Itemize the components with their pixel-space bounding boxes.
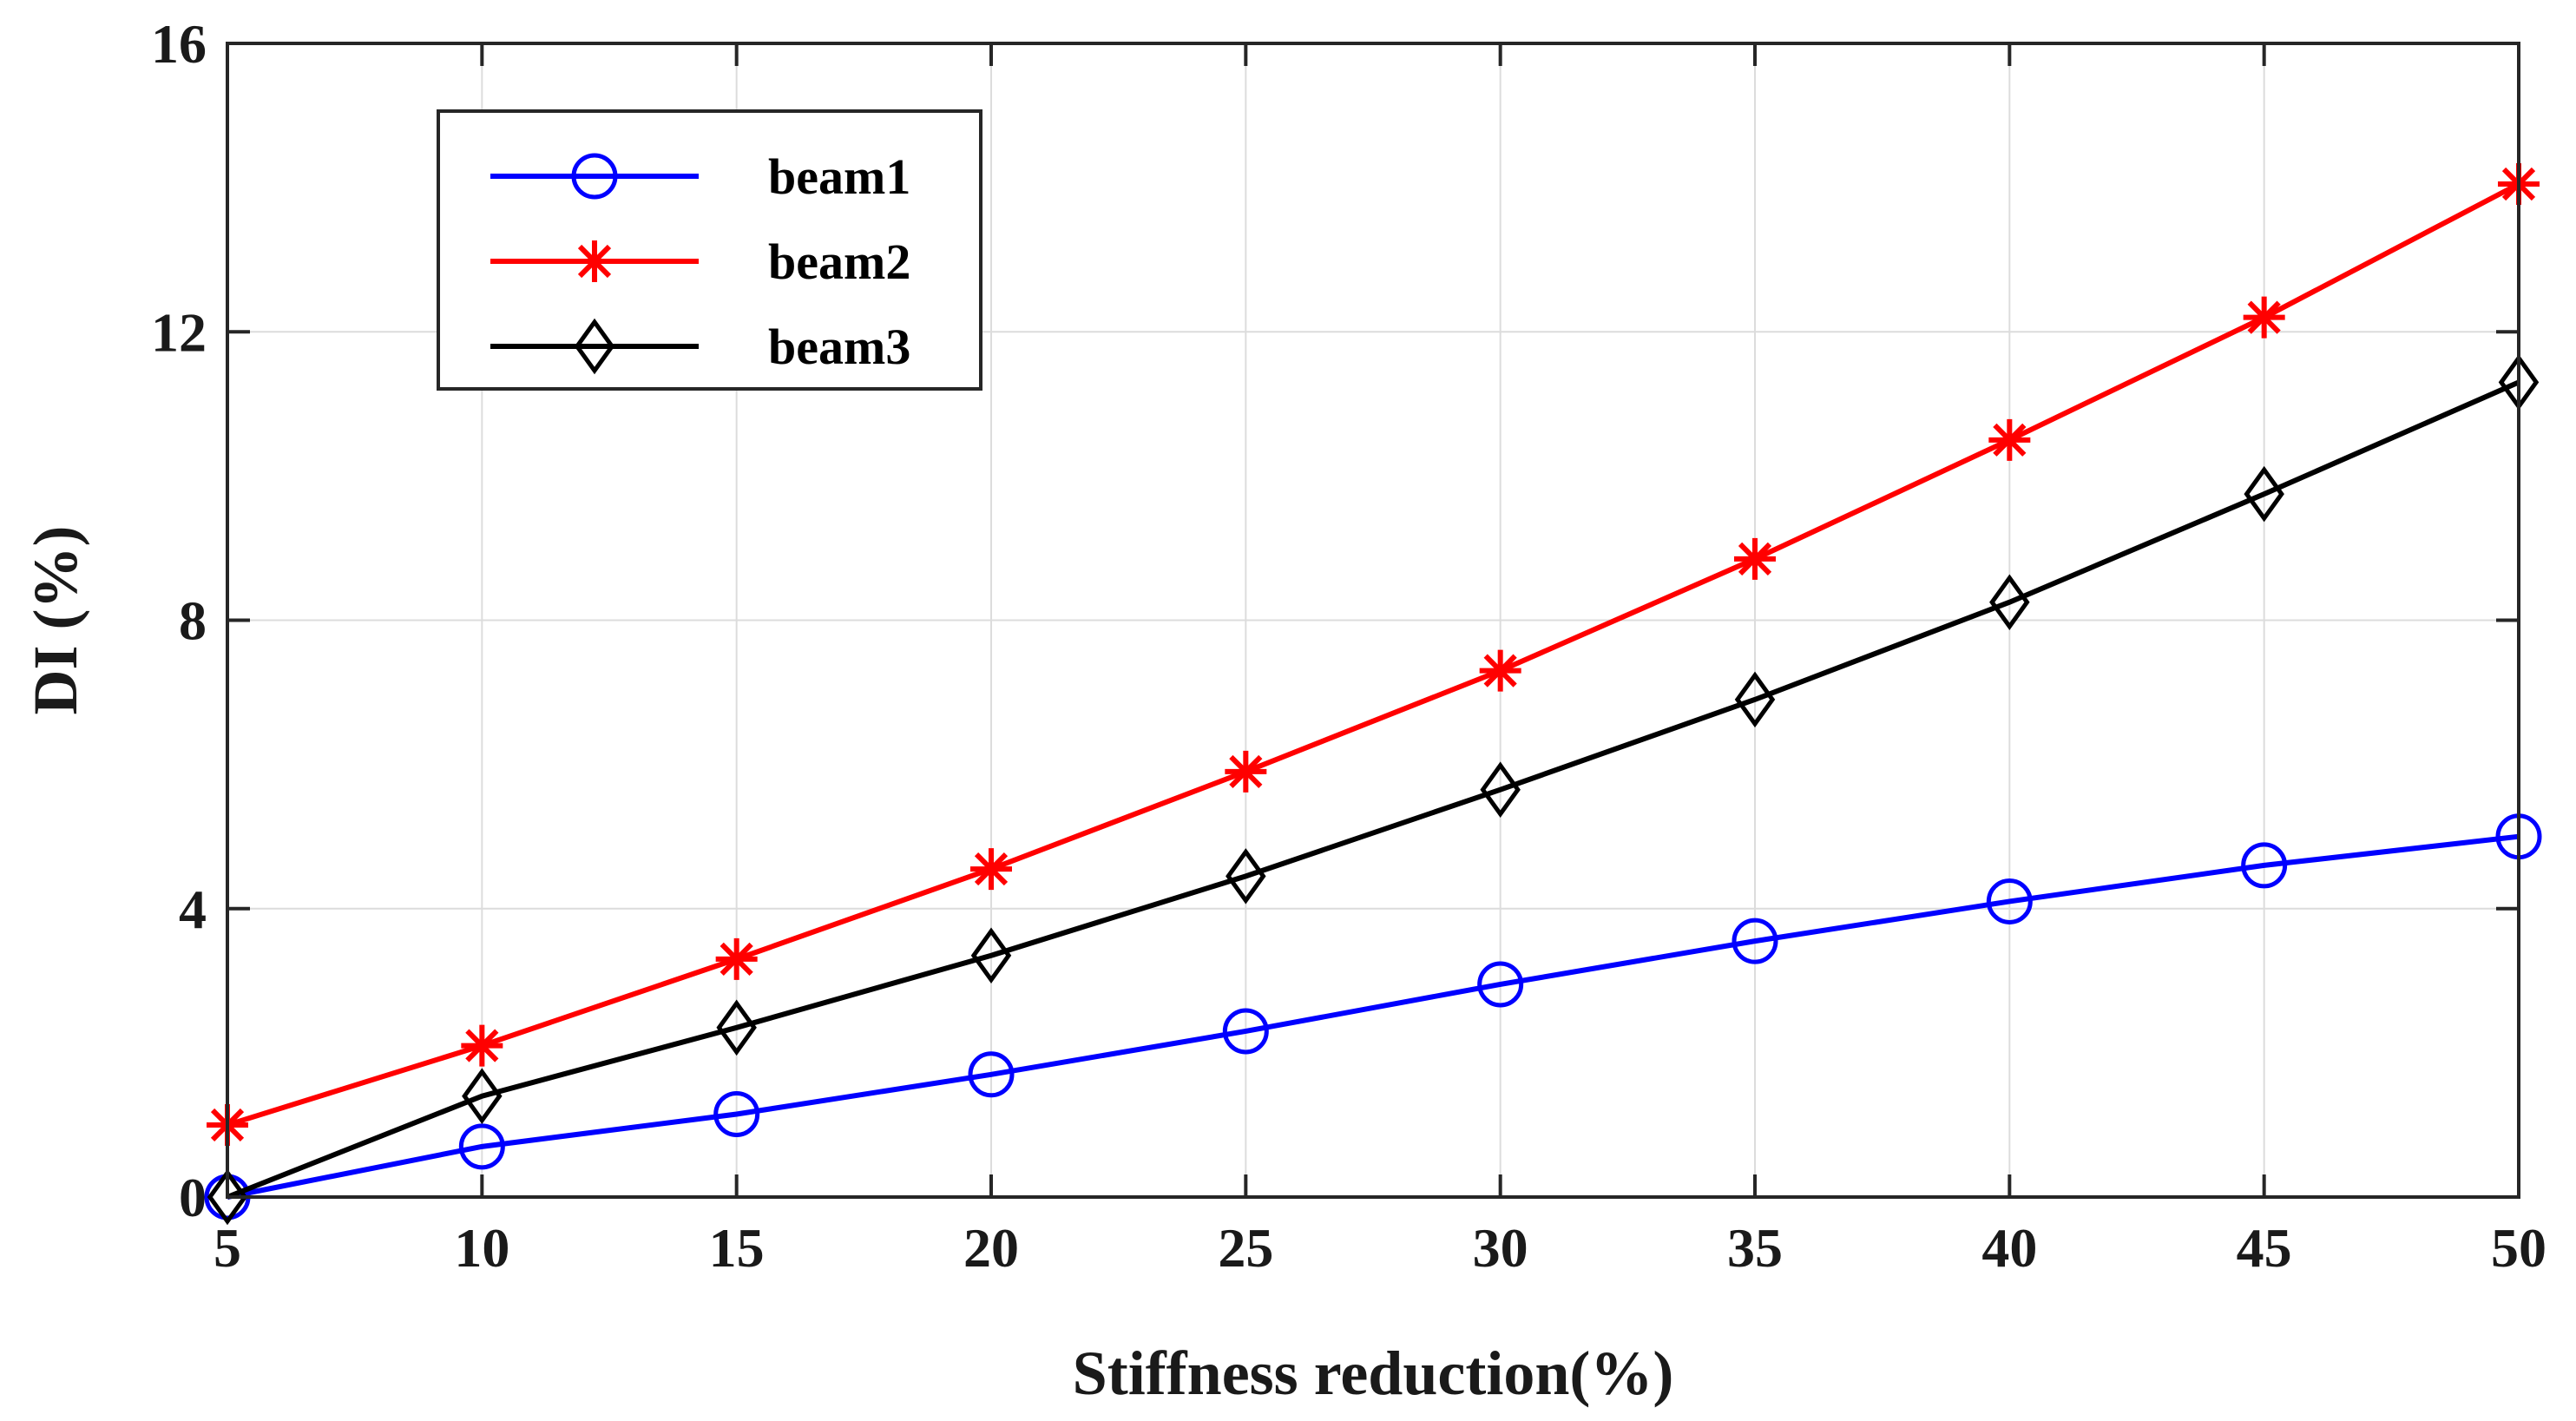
y-tick-label: 4	[179, 878, 207, 940]
beam3-point	[1480, 761, 1521, 818]
series-beam1	[204, 813, 2542, 1220]
series-layer	[204, 162, 2542, 1226]
beam1-point	[1477, 961, 1524, 1008]
beam3-point	[1226, 848, 1266, 905]
beam1-point	[1222, 1008, 1269, 1055]
y-axis-title: DI (%)	[21, 526, 90, 715]
x-tick-label: 20	[963, 1217, 1019, 1279]
x-tick-label: 35	[1727, 1217, 1783, 1279]
x-tick-label: 30	[1473, 1217, 1528, 1279]
beam3-point	[970, 927, 1012, 984]
axis-ticks: 5 10 15 20 25 30 35 40 45 50 0 4 8 12 16	[151, 13, 2546, 1279]
beam1-point	[458, 1123, 505, 1170]
x-axis-title: Stiffness reduction(%)	[1073, 1339, 1674, 1408]
x-tick-label: 50	[2491, 1217, 2546, 1279]
beam1-point	[1732, 918, 1778, 964]
beam2-point	[715, 937, 758, 980]
legend-label-beam3: beam3	[768, 319, 910, 375]
beam3-point	[1734, 671, 1776, 728]
legend-label-beam2: beam2	[768, 234, 910, 290]
x-tick-label: 45	[2237, 1217, 2292, 1279]
x-tick-label: 15	[709, 1217, 765, 1279]
beam2-point	[1225, 750, 1267, 793]
legend-marker-beam2	[574, 240, 615, 282]
legend-marker-beam3	[574, 318, 615, 375]
x-tick-label: 5	[214, 1217, 241, 1279]
beam2-point	[2243, 296, 2285, 339]
beam3-point	[1989, 574, 2030, 631]
beam2-point	[970, 848, 1012, 891]
beam1-point	[968, 1051, 1015, 1098]
legend-box	[437, 109, 982, 391]
beam3-point	[2244, 465, 2284, 523]
y-tick-label: 16	[151, 13, 207, 75]
y-tick-label: 8	[179, 590, 207, 652]
y-tick-label: 12	[151, 301, 207, 363]
beam2-point	[1734, 537, 1776, 580]
y-tick-label: 0	[179, 1167, 207, 1228]
beam3-line	[226, 379, 2520, 1200]
beam3-point	[462, 1068, 503, 1124]
beam1-point	[713, 1090, 760, 1137]
beam2-point	[1988, 418, 2031, 461]
legend-label-beam1: beam1	[768, 148, 910, 205]
beam3-point	[207, 1168, 248, 1226]
x-tick-label: 40	[1981, 1217, 2037, 1279]
beam1-line	[227, 833, 2520, 1200]
legend: beam1 beam2 beam3	[437, 109, 982, 391]
beam2-line	[227, 181, 2520, 1128]
beam2-point	[461, 1024, 503, 1067]
series-beam2	[207, 162, 2540, 1146]
beam1-point	[2241, 842, 2288, 889]
series-beam3	[207, 354, 2540, 1226]
x-tick-label: 25	[1218, 1217, 1273, 1279]
x-tick-label: 10	[454, 1217, 509, 1279]
legend-marker-beam1	[571, 153, 618, 200]
beam2-point	[1479, 649, 1521, 692]
beam3-point	[716, 999, 757, 1056]
beam1-point	[1986, 878, 2033, 924]
